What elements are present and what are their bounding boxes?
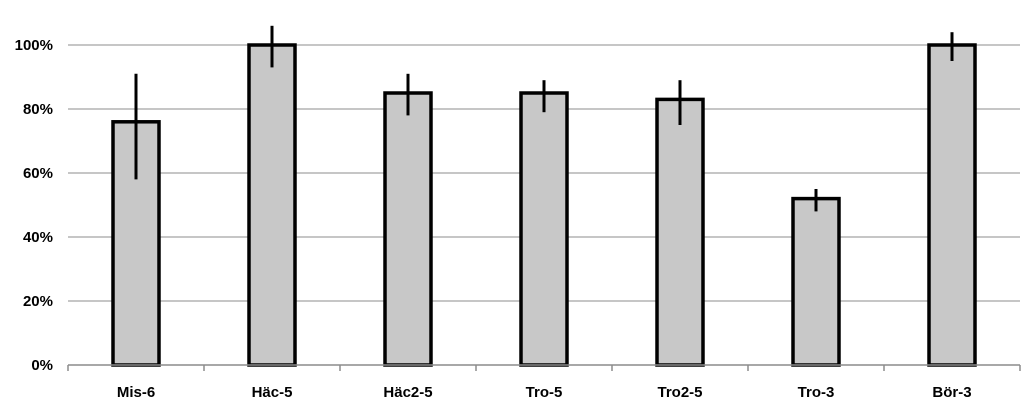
x-category-label: Bör-3 [932,384,971,401]
bar-Tro-5 [519,91,569,367]
x-category-label: Tro2-5 [657,384,702,401]
x-category-label: Häc2-5 [383,384,432,401]
y-tick-label: 20% [23,293,53,310]
bar-Tro2-5 [655,97,705,367]
bar-Häc-5 [247,43,297,367]
x-category-label: Häc-5 [252,384,293,401]
x-category-label: Tro-5 [526,384,563,401]
bars [111,43,977,367]
error-bars [134,25,954,212]
y-axis-ticks: 0% 20% 40% 60% 80% 100% [15,37,53,374]
bar-Häc2-5 [383,91,433,367]
x-category-label: Mis-6 [117,384,155,401]
x-category-label: Tro-3 [798,384,835,401]
y-tick-label: 100% [15,37,53,54]
y-tick-label: 80% [23,101,53,118]
bar-Bör-3 [927,43,977,367]
y-tick-label: 60% [23,165,53,182]
y-tick-label: 40% [23,229,53,246]
x-axis: Mis-6 Häc-5 Häc2-5 Tro-5 Tro2-5 Tro-3 Bör-3 [67,364,1021,401]
bar-Tro-3 [791,196,841,367]
y-tick-label: 0% [31,357,53,374]
